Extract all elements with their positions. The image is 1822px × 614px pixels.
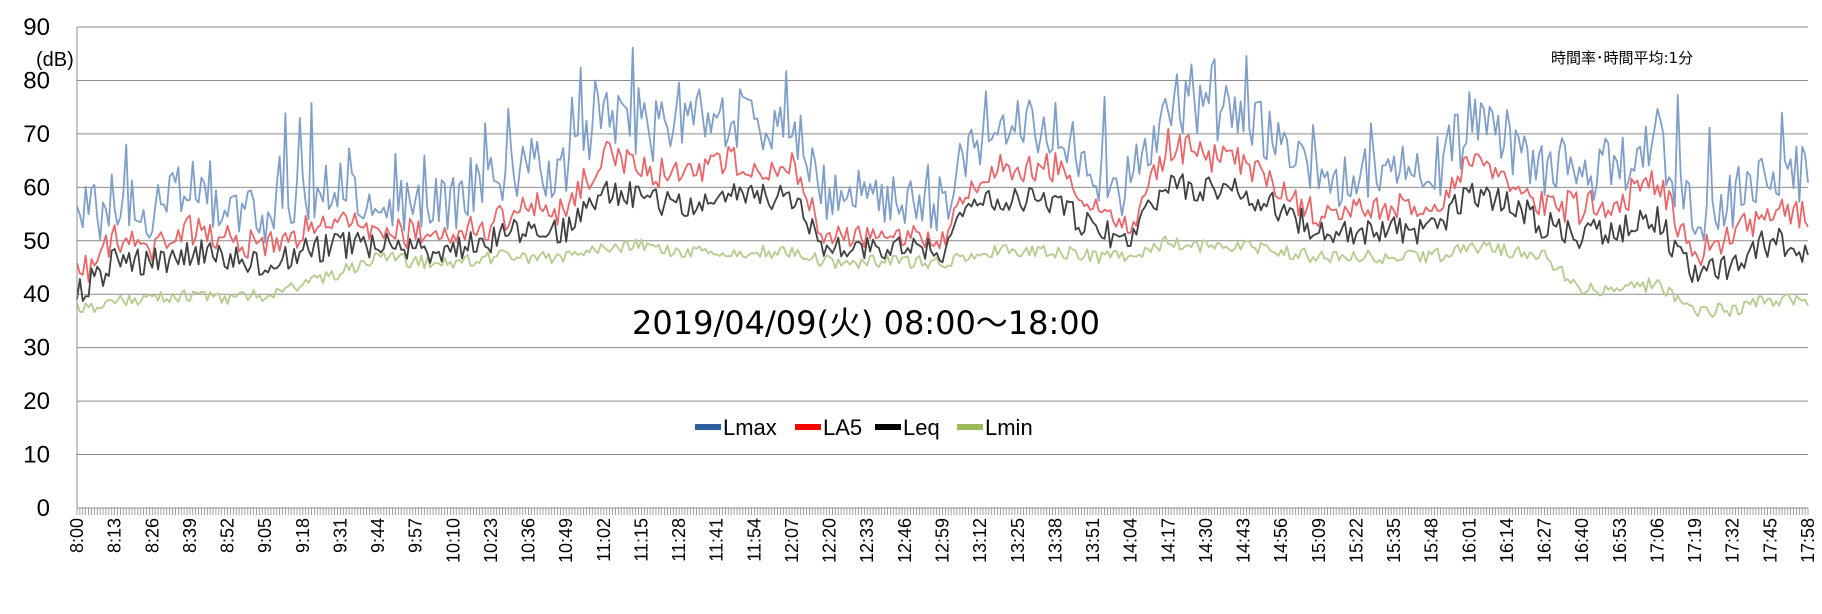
x-tick-label: 10:49 [556, 518, 576, 563]
x-tick-label: 14:17 [1158, 518, 1178, 563]
y-tick-label: 0 [37, 495, 50, 522]
x-tick-label: 8:26 [142, 518, 162, 553]
x-tick-label: 8:13 [105, 518, 125, 553]
x-tick-label: 12:33 [857, 518, 877, 563]
series-line-la5 [76, 127, 1809, 283]
x-tick-label: 13:38 [1045, 518, 1065, 563]
x-tick-label: 11:28 [669, 518, 689, 562]
x-axis-tick-labels: 8:00 8:13 8:26 8:39 8:52 9:05 9:18 9:31 9:44 9:57… [67, 518, 1818, 563]
y-tick-label: 90 [23, 14, 50, 41]
x-tick-label: 12:46 [895, 518, 915, 563]
y-tick-label: 10 [23, 442, 50, 469]
legend-swatch [875, 424, 901, 430]
gridlines [77, 26, 1808, 456]
x-tick-label: 9:31 [330, 518, 350, 553]
x-tick-label: 16:53 [1610, 518, 1630, 563]
x-tick-label: 9:44 [368, 518, 388, 553]
x-tick-label: 15:35 [1384, 518, 1404, 563]
y-tick-label: 50 [23, 228, 50, 255]
x-tick-label: 11:54 [744, 518, 764, 562]
x-tick-label: 13:51 [1083, 518, 1103, 563]
legend-item-lmax: Lmax [695, 415, 777, 440]
x-tick-label: 8:39 [180, 518, 200, 553]
x-tick-label: 14:30 [1196, 518, 1216, 563]
x-tick-label: 11:15 [631, 518, 651, 562]
x-tick-label: 10:36 [519, 518, 539, 563]
x-tick-label: 17:58 [1798, 518, 1818, 563]
x-tick-label: 16:40 [1572, 518, 1592, 563]
x-tick-label: 12:07 [782, 518, 802, 563]
axes [76, 27, 1809, 515]
legend-item-la5: LA5 [795, 415, 862, 440]
legend-swatch [957, 424, 983, 430]
chart-title: 2019/04/09(火) 08:00～18:00 [632, 304, 1100, 342]
y-tick-label: 40 [23, 281, 50, 308]
x-tick-label: 14:56 [1271, 518, 1291, 563]
x-tick-label: 17:45 [1760, 518, 1780, 563]
x-tick-label: 9:05 [255, 518, 275, 553]
legend: Lmax LA5 Leq Lmin [695, 415, 1033, 440]
y-tick-label: 30 [23, 335, 50, 362]
averaging-note: 時間率･時間平均:1分 [1551, 49, 1693, 67]
x-tick-label: 13:25 [1008, 518, 1028, 563]
legend-swatch [795, 424, 821, 430]
legend-label: Lmin [985, 415, 1033, 440]
x-tick-label: 14:04 [1121, 518, 1141, 563]
x-axis-minor-ticks [76, 508, 1809, 515]
y-axis-tick-labels: 0 10 20 30 40 50 60 70 80 90 [23, 14, 50, 522]
x-tick-label: 11:02 [594, 518, 614, 562]
legend-label: LA5 [823, 415, 862, 440]
series-line-lmax [76, 46, 1809, 244]
x-tick-label: 12:59 [933, 518, 953, 563]
y-tick-label: 80 [23, 67, 50, 94]
x-tick-label: 15:22 [1346, 518, 1366, 563]
series-lines [76, 46, 1809, 318]
legend-label: Lmax [723, 415, 777, 440]
y-axis-unit-label: (dB) [36, 49, 74, 71]
legend-item-leq: Leq [875, 415, 940, 440]
legend-label: Leq [903, 415, 940, 440]
x-tick-label: 13:12 [970, 518, 990, 563]
x-tick-label: 15:09 [1309, 518, 1329, 563]
x-tick-label: 14:43 [1234, 518, 1254, 563]
y-tick-label: 60 [23, 174, 50, 201]
x-tick-label: 12:20 [820, 518, 840, 563]
x-tick-label: 16:14 [1497, 518, 1517, 563]
x-tick-label: 16:27 [1535, 518, 1555, 563]
x-tick-label: 11:41 [707, 518, 727, 562]
x-tick-label: 17:19 [1685, 518, 1705, 563]
series-line-lmin [76, 235, 1809, 318]
legend-item-lmin: Lmin [957, 415, 1033, 440]
x-tick-label: 8:00 [67, 518, 87, 553]
x-tick-label: 17:06 [1647, 518, 1667, 563]
legend-swatch [695, 424, 721, 430]
x-tick-label: 10:10 [443, 518, 463, 563]
x-tick-label: 15:48 [1422, 518, 1442, 563]
x-tick-label: 10:23 [481, 518, 501, 563]
x-tick-label: 17:32 [1723, 518, 1743, 563]
x-tick-label: 9:57 [406, 518, 426, 553]
y-tick-label: 70 [23, 121, 50, 148]
x-tick-label: 9:18 [293, 518, 313, 553]
y-tick-label: 20 [23, 388, 50, 415]
x-tick-label: 16:01 [1459, 518, 1479, 563]
x-tick-label: 8:52 [218, 518, 238, 553]
series-line-leq [76, 173, 1809, 302]
